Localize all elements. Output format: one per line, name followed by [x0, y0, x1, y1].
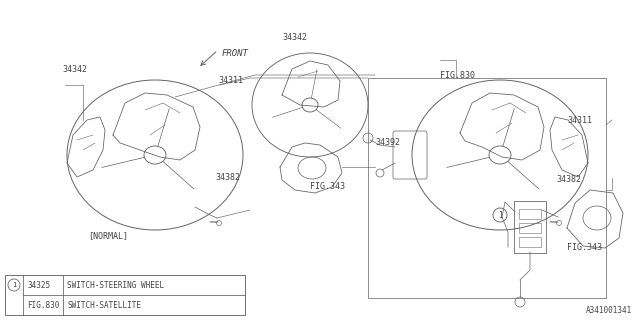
- Bar: [519, 209, 541, 219]
- Text: 34325: 34325: [27, 281, 50, 290]
- Text: 34392: 34392: [375, 138, 400, 147]
- Text: 34342: 34342: [282, 33, 307, 42]
- Text: 34311: 34311: [218, 76, 243, 85]
- Text: FIG.343: FIG.343: [567, 243, 602, 252]
- Text: 34382: 34382: [556, 175, 581, 184]
- Text: FIG.830: FIG.830: [27, 300, 60, 309]
- Text: 1: 1: [498, 211, 502, 220]
- Bar: [5, 275, 245, 315]
- Text: 34342: 34342: [62, 65, 87, 74]
- Bar: [519, 237, 541, 247]
- Text: A341001341: A341001341: [586, 306, 632, 315]
- Text: 34382: 34382: [215, 173, 240, 182]
- Bar: [368, 78, 606, 298]
- Text: FIG.830: FIG.830: [440, 71, 475, 80]
- Bar: [519, 223, 541, 233]
- Text: FIG.343: FIG.343: [310, 182, 345, 191]
- Text: FRONT: FRONT: [222, 50, 249, 59]
- Text: 1: 1: [12, 282, 16, 288]
- Text: [NORMAL]: [NORMAL]: [88, 231, 128, 240]
- Text: 34311: 34311: [567, 116, 592, 125]
- Text: SWITCH-STEERING WHEEL: SWITCH-STEERING WHEEL: [67, 281, 164, 290]
- Text: SWITCH-SATELLITE: SWITCH-SATELLITE: [67, 300, 141, 309]
